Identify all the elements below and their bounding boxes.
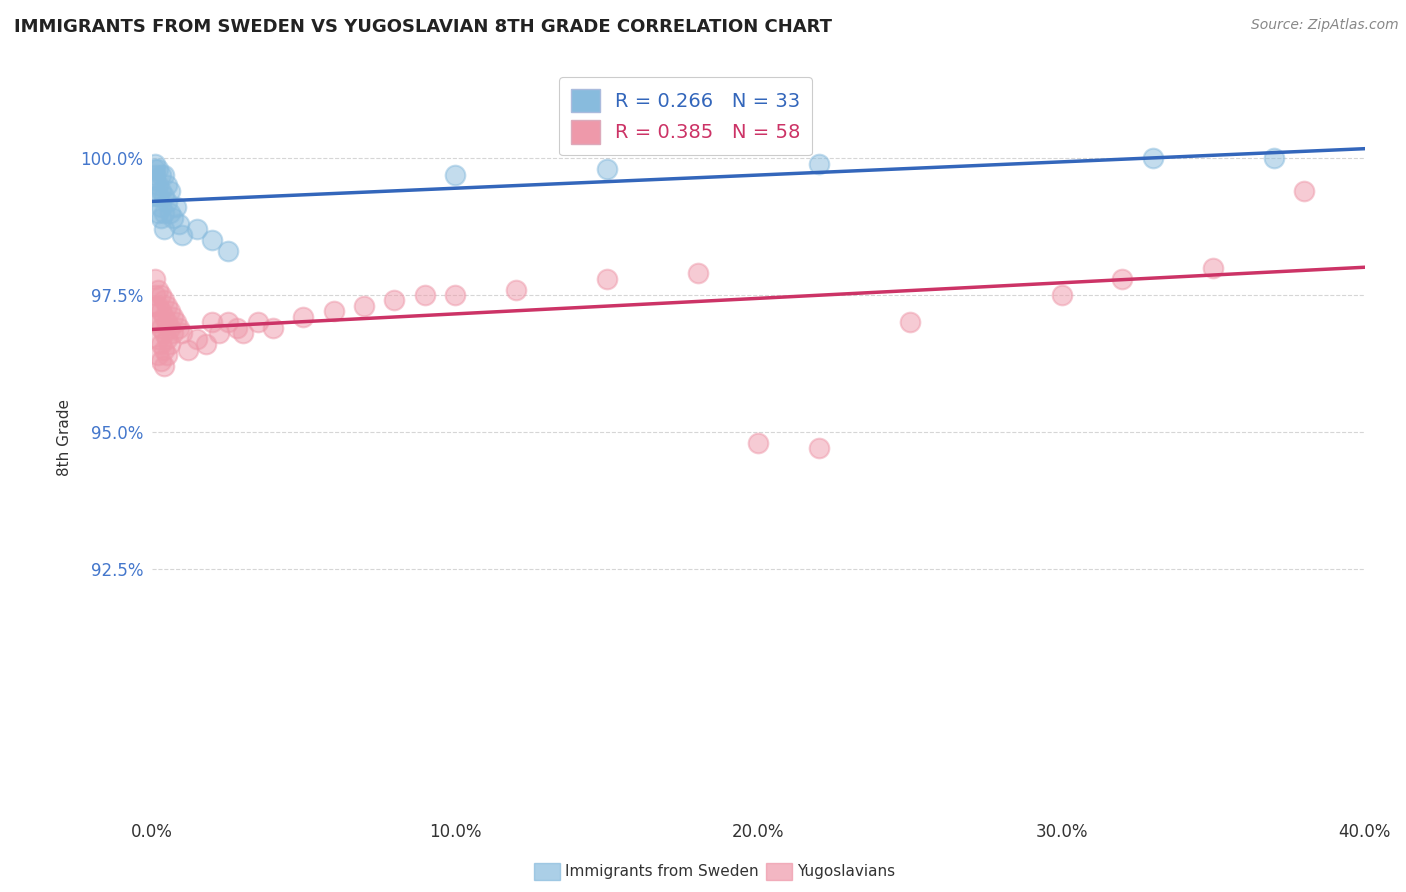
Point: [153, 359, 176, 373]
Text: Immigrants from Sweden: Immigrants from Sweden: [565, 864, 759, 879]
Point: [217, 315, 239, 329]
Point: [167, 321, 190, 335]
Point: [149, 211, 172, 226]
Point: [686, 266, 709, 280]
Point: [153, 222, 176, 236]
Point: [153, 310, 176, 324]
Point: [153, 293, 176, 308]
Point: [143, 168, 166, 182]
Point: [186, 222, 208, 236]
Point: [444, 168, 467, 182]
Point: [262, 321, 284, 335]
Point: [1142, 151, 1164, 165]
Point: [1263, 151, 1285, 165]
Point: [156, 299, 179, 313]
Point: [172, 326, 194, 341]
Point: [143, 189, 166, 203]
Point: [149, 288, 172, 302]
Point: [143, 299, 166, 313]
Point: [153, 206, 176, 220]
Point: [153, 343, 176, 357]
Point: [143, 173, 166, 187]
Point: [146, 283, 169, 297]
Text: Source: ZipAtlas.com: Source: ZipAtlas.com: [1251, 18, 1399, 32]
Point: [149, 304, 172, 318]
Point: [156, 315, 179, 329]
Point: [143, 156, 166, 170]
Point: [413, 288, 436, 302]
Point: [162, 326, 184, 341]
Point: [143, 315, 166, 329]
Point: [159, 184, 181, 198]
Text: Yugoslavians: Yugoslavians: [797, 864, 896, 879]
Point: [217, 244, 239, 259]
Point: [146, 299, 169, 313]
Point: [322, 304, 344, 318]
Point: [172, 227, 194, 242]
Point: [156, 194, 179, 209]
Point: [156, 348, 179, 362]
Point: [146, 315, 169, 329]
Point: [149, 201, 172, 215]
Point: [153, 168, 176, 182]
Point: [153, 189, 176, 203]
Point: [232, 326, 254, 341]
Point: [596, 162, 619, 177]
Point: [146, 178, 169, 193]
Point: [146, 348, 169, 362]
Point: [225, 321, 247, 335]
Point: [149, 353, 172, 368]
Point: [444, 288, 467, 302]
Point: [807, 442, 830, 456]
Point: [353, 299, 375, 313]
Point: [1202, 260, 1225, 275]
Point: [146, 332, 169, 346]
Point: [1111, 271, 1133, 285]
Point: [898, 315, 921, 329]
Point: [201, 315, 224, 329]
Point: [159, 304, 181, 318]
Point: [162, 211, 184, 226]
Point: [384, 293, 406, 308]
Point: [149, 321, 172, 335]
Point: [146, 189, 169, 203]
Y-axis label: 8th Grade: 8th Grade: [58, 399, 72, 475]
Point: [165, 201, 187, 215]
Point: [159, 321, 181, 335]
Point: [149, 168, 172, 182]
Point: [146, 206, 169, 220]
Point: [1050, 288, 1073, 302]
Point: [195, 337, 218, 351]
Point: [207, 326, 229, 341]
Point: [201, 233, 224, 247]
Point: [596, 271, 619, 285]
Text: IMMIGRANTS FROM SWEDEN VS YUGOSLAVIAN 8TH GRADE CORRELATION CHART: IMMIGRANTS FROM SWEDEN VS YUGOSLAVIAN 8T…: [14, 18, 832, 36]
Point: [292, 310, 315, 324]
Point: [159, 206, 181, 220]
Point: [156, 178, 179, 193]
Point: [165, 315, 187, 329]
Point: [1294, 184, 1316, 198]
Point: [162, 310, 184, 324]
Legend: R = 0.266   N = 33, R = 0.385   N = 58: R = 0.266 N = 33, R = 0.385 N = 58: [558, 77, 813, 155]
Point: [505, 283, 527, 297]
Point: [186, 332, 208, 346]
Point: [159, 337, 181, 351]
Point: [149, 184, 172, 198]
Point: [143, 162, 166, 177]
Point: [153, 326, 176, 341]
Point: [146, 162, 169, 177]
Point: [747, 435, 769, 450]
Point: [149, 337, 172, 351]
Point: [807, 156, 830, 170]
Point: [246, 315, 269, 329]
Point: [177, 343, 200, 357]
Point: [167, 217, 190, 231]
Point: [143, 288, 166, 302]
Point: [143, 271, 166, 285]
Point: [156, 332, 179, 346]
